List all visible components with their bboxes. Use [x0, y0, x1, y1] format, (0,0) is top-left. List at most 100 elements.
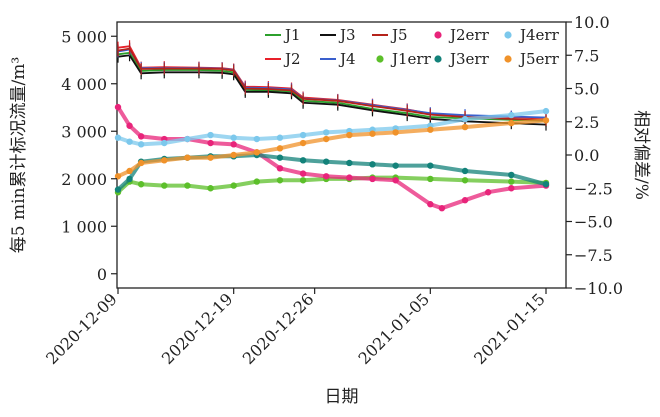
- data-point: [346, 159, 353, 167]
- data-point: [276, 145, 284, 152]
- y-axis-title: 每5 min累计标况流量/m³: [9, 57, 29, 253]
- legend-label: J1err: [390, 50, 432, 68]
- data-point: [276, 177, 284, 184]
- data-point: [461, 123, 469, 131]
- y2-tick-label: 2.5: [574, 113, 599, 132]
- data-point: [230, 141, 237, 148]
- legend-swatch: [434, 31, 442, 39]
- data-point: [276, 165, 284, 172]
- data-point: [438, 205, 446, 212]
- series-trend: [116, 106, 547, 211]
- series-J4err: [114, 107, 550, 148]
- data-point: [126, 167, 133, 175]
- legend: J1 J3 J5 J2err J4err J2 J4 J1err J3err J5err: [265, 26, 560, 68]
- data-point: [137, 159, 145, 167]
- series-line: [117, 54, 547, 126]
- legend-item-J4err: J4err: [504, 26, 560, 44]
- legend-label: J2err: [448, 26, 490, 44]
- legend-swatch: [434, 55, 442, 63]
- series-layer: [114, 40, 550, 212]
- data-point: [369, 161, 376, 168]
- y2-tick-label: 5.0: [574, 80, 599, 99]
- series-J5: [117, 42, 547, 126]
- data-point: [126, 138, 133, 145]
- legend-label: J3: [338, 26, 356, 44]
- data-point: [114, 103, 122, 111]
- data-point: [427, 175, 434, 183]
- legend-swatch: [504, 55, 512, 63]
- data-point: [392, 129, 399, 136]
- data-point: [299, 131, 307, 139]
- data-point: [508, 185, 515, 192]
- data-point: [323, 158, 330, 165]
- y2-tick-label: 0.0: [574, 146, 599, 165]
- data-point: [508, 111, 515, 119]
- data-point: [253, 135, 261, 143]
- legend-item-J1err: J1err: [376, 50, 432, 68]
- series-line: [117, 47, 547, 121]
- y2-tick-label: 10.0: [574, 13, 610, 32]
- data-point: [369, 130, 376, 137]
- data-point: [126, 175, 133, 183]
- data-point: [346, 131, 353, 139]
- y-tick-label: 5 000: [61, 27, 107, 46]
- data-point: [137, 181, 145, 188]
- y-tick-label: 2 000: [61, 170, 107, 189]
- data-point: [299, 157, 307, 164]
- data-point: [508, 171, 515, 179]
- data-point: [114, 173, 122, 180]
- legend-label: J4: [338, 50, 356, 68]
- y2-tick-label: −7.5: [574, 246, 613, 265]
- data-point: [161, 182, 168, 189]
- data-point: [299, 139, 307, 147]
- legend-label: J1: [283, 26, 301, 44]
- x-axis-title: 日期: [325, 387, 359, 407]
- legend-label: J5err: [518, 50, 560, 68]
- x-tick-label: 2021-01-15: [470, 289, 549, 368]
- legend-item-J1: J1: [265, 26, 301, 44]
- data-point: [114, 186, 122, 193]
- data-point: [299, 170, 307, 177]
- data-point: [207, 185, 214, 192]
- data-point: [126, 122, 133, 129]
- data-point: [253, 178, 261, 185]
- data-point: [207, 131, 214, 139]
- data-point: [184, 154, 191, 161]
- data-point: [427, 162, 434, 169]
- data-point: [392, 162, 399, 169]
- legend-label: J5: [390, 26, 408, 44]
- data-point: [461, 167, 469, 175]
- legend-item-J3: J3: [320, 26, 356, 44]
- legend-swatch: [376, 55, 384, 63]
- data-point: [461, 197, 469, 204]
- data-point: [484, 189, 492, 196]
- y-tick-label: 1 000: [61, 217, 107, 236]
- series-trend: [116, 175, 547, 194]
- data-point: [427, 201, 434, 208]
- data-point: [137, 133, 145, 140]
- y2-tick-label: −5.0: [574, 213, 613, 232]
- data-point: [299, 177, 307, 184]
- series-trend: [117, 109, 547, 147]
- data-point: [392, 177, 399, 184]
- legend-item-J2: J2: [265, 50, 301, 68]
- data-point: [230, 151, 237, 159]
- legend-swatch: [504, 31, 512, 39]
- data-point: [276, 134, 284, 141]
- data-point: [323, 173, 330, 180]
- x-tick-label: 2021-01-05: [354, 289, 433, 368]
- legend-item-J5err: J5err: [504, 50, 560, 68]
- data-point: [323, 129, 330, 136]
- data-point: [137, 141, 145, 148]
- data-point: [114, 134, 122, 141]
- data-point: [230, 182, 237, 189]
- y2-axis-title: 相对偏差/%: [631, 110, 651, 200]
- data-point: [184, 135, 191, 143]
- y2-tick-label: −10.0: [574, 279, 623, 298]
- data-point: [542, 117, 550, 124]
- x-tick-label: 2020-12-26: [239, 289, 318, 368]
- data-point: [184, 182, 191, 189]
- data-point: [542, 107, 550, 115]
- legend-item-J2err: J2err: [434, 26, 490, 44]
